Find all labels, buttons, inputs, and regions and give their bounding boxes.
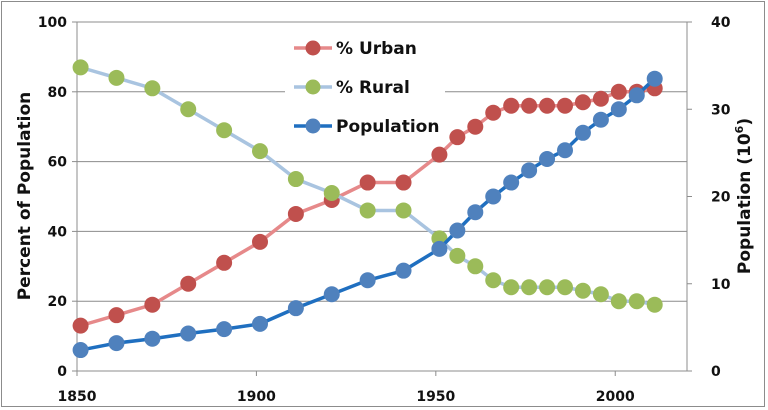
data-point — [646, 70, 663, 87]
x-tick-label: 1900 — [237, 389, 276, 405]
data-point — [485, 104, 502, 121]
data-point — [646, 296, 663, 313]
legend-label: % Rural — [336, 78, 410, 98]
data-point — [216, 254, 233, 271]
legend-label: % Urban — [336, 39, 417, 59]
data-point — [467, 118, 484, 135]
data-point — [610, 293, 627, 310]
data-point — [449, 222, 466, 239]
data-point — [503, 279, 520, 296]
data-point — [323, 185, 340, 202]
data-point — [395, 174, 412, 191]
data-point — [72, 59, 89, 76]
axes: 0 20 40 60 80 100 0 10 20 30 40 1850 1900 1950 2000 — [38, 15, 731, 405]
data-point — [628, 87, 645, 104]
data-point — [521, 162, 538, 179]
data-point — [467, 258, 484, 275]
y2-axis-label-main: Population (10 — [735, 133, 755, 274]
legend-marker — [305, 118, 321, 134]
data-point — [252, 233, 268, 250]
x-tick-label: 1850 — [58, 389, 97, 405]
data-point — [467, 204, 484, 221]
x-tick-label: 1950 — [416, 389, 455, 405]
data-point — [180, 275, 197, 292]
data-point — [574, 124, 591, 141]
y2-axis-label-exponent: 6 — [733, 125, 746, 133]
data-point — [180, 101, 197, 118]
legend-label: Population — [336, 117, 439, 137]
data-point — [431, 146, 448, 163]
y2-tick-label: 40 — [711, 15, 731, 31]
y-tick-label: 100 — [38, 15, 67, 31]
data-point — [485, 188, 502, 205]
data-point — [252, 143, 268, 160]
legend: % Urban % Rural Population — [285, 30, 445, 142]
data-point — [557, 142, 573, 159]
x-tick-label: 2000 — [596, 389, 635, 405]
series — [72, 59, 663, 359]
data-point — [449, 247, 466, 264]
data-point — [144, 80, 161, 97]
data-point — [108, 69, 125, 86]
legend-marker — [305, 40, 321, 56]
data-point — [574, 282, 591, 299]
data-point — [539, 279, 556, 296]
data-point — [108, 307, 125, 324]
data-point — [557, 97, 573, 114]
data-point — [431, 240, 448, 257]
data-point — [521, 97, 538, 114]
data-point — [108, 335, 125, 352]
data-point — [287, 171, 304, 188]
data-point — [359, 174, 376, 191]
y-tick-label: 20 — [48, 294, 68, 310]
data-point — [287, 300, 304, 317]
y2-tick-label: 30 — [711, 102, 731, 118]
data-point — [72, 342, 89, 359]
data-point — [144, 330, 161, 347]
data-point — [287, 205, 304, 222]
data-point — [216, 321, 233, 338]
data-point — [144, 296, 161, 313]
data-point — [521, 279, 538, 296]
data-point — [323, 286, 340, 303]
data-point — [539, 97, 556, 114]
data-point — [557, 279, 573, 296]
data-point — [592, 90, 609, 107]
y-tick-label: 60 — [48, 155, 68, 171]
data-point — [252, 315, 268, 332]
y-tick-label: 0 — [57, 364, 67, 380]
gridlines — [77, 21, 687, 302]
data-point — [610, 83, 627, 100]
data-point — [503, 97, 520, 114]
legend-marker — [305, 79, 321, 95]
y-tick-label: 40 — [48, 224, 68, 240]
data-point — [359, 272, 376, 289]
data-point — [610, 101, 627, 118]
data-point — [449, 129, 466, 146]
data-point — [503, 174, 520, 191]
data-point — [592, 286, 609, 303]
data-point — [395, 262, 412, 279]
y2-axis-label: Population (106) — [733, 118, 755, 274]
data-point — [395, 202, 412, 219]
y-axis-label: Percent of Population — [15, 92, 35, 301]
data-point — [592, 111, 609, 128]
data-point — [72, 317, 89, 334]
y-tick-label: 80 — [48, 85, 68, 101]
y2-tick-label: 0 — [711, 364, 721, 380]
y2-tick-label: 20 — [711, 190, 731, 206]
data-point — [216, 122, 233, 139]
y2-tick-label: 10 — [711, 277, 731, 293]
y2-axis-label-close: ) — [735, 118, 755, 126]
data-point — [485, 272, 502, 289]
data-point — [574, 94, 591, 111]
data-point — [539, 150, 556, 167]
data-point — [359, 202, 376, 219]
data-point — [180, 325, 197, 342]
data-point — [628, 293, 645, 310]
